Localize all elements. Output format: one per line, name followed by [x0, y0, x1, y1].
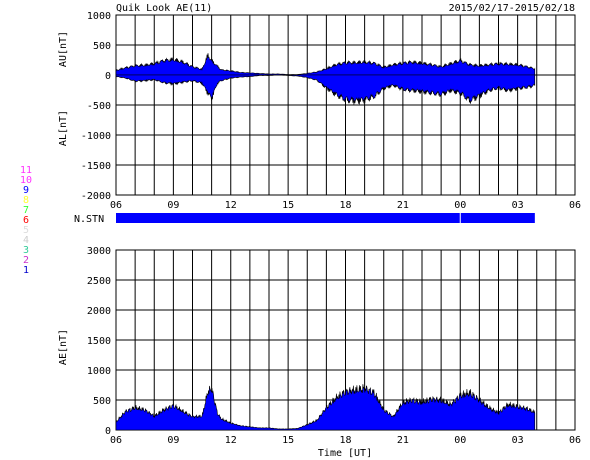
ae-x-tick-label: 06 [110, 435, 122, 446]
au-al-x-tick-label: 18 [339, 200, 351, 211]
au-al-x-tick-label: 12 [225, 200, 237, 211]
au-al-x-tick-label: 09 [167, 200, 179, 211]
au-axis-label: AU[nT] [58, 31, 69, 67]
station-legend-entry: 2 [23, 255, 29, 266]
au-al-y-tick-label: 0 [105, 71, 111, 82]
au-al-x-tick-label: 03 [512, 200, 524, 211]
au-al-y-tick-label: 1000 [87, 11, 111, 22]
ae-x-tick-label: 09 [167, 435, 179, 446]
ae-x-tick-label: 00 [454, 435, 466, 446]
ae-x-tick-label: 21 [397, 435, 409, 446]
ae-x-tick-label: 03 [512, 435, 524, 446]
nstn-label: N.STN [74, 214, 104, 225]
au-al-x-tick-label: 06 [110, 200, 122, 211]
au-series-area [115, 53, 536, 76]
ae-y-ticks: 3000 2500 2000 1500 1000 500 0 [87, 246, 111, 437]
au-al-x-ticks: 06 09 12 15 18 21 00 03 06 [110, 200, 581, 211]
station-legend-entry: 5 [23, 225, 29, 236]
au-al-x-tick-label: 15 [282, 200, 294, 211]
au-al-y-tick-label: -1500 [81, 161, 111, 172]
ae-y-tick-label: 1000 [87, 366, 111, 377]
station-count-fill [116, 213, 535, 223]
ae-y-tick-label: 500 [93, 396, 111, 407]
au-al-series [115, 53, 575, 105]
station-legend-entry: 10 [20, 175, 32, 186]
au-al-y-tick-label: -500 [87, 101, 111, 112]
ae-x-ticks: 06 09 12 15 18 21 00 03 06 [110, 435, 581, 446]
au-al-x-tick-label: 00 [454, 200, 466, 211]
au-al-x-tick-label: 21 [397, 200, 409, 211]
station-legend-entry: 8 [23, 195, 29, 206]
ae-series [115, 384, 536, 431]
station-legend-entry: 7 [23, 205, 29, 216]
au-al-y-tick-label: -1000 [81, 131, 111, 142]
au-al-gridlines [116, 14, 575, 196]
ae-x-tick-label: 12 [225, 435, 237, 446]
station-legend-entry: 6 [23, 215, 29, 226]
al-series-area [115, 74, 536, 105]
ae-axis-label: AE[nT] [58, 329, 69, 365]
au-al-panel: 1000 500 0 -500 -1000 -1500 -2000 06 09 12 15 18 21… [58, 11, 581, 211]
ae-series-area [115, 384, 536, 431]
station-legend-entry: 3 [23, 245, 29, 256]
station-count-bar [116, 213, 535, 223]
ae-y-tick-label: 3000 [87, 246, 111, 257]
x-axis-label: Time [UT] [318, 448, 372, 459]
station-legend-entry: 1 [23, 265, 29, 276]
al-axis-label: AL[nT] [58, 110, 69, 146]
ae-x-tick-label: 18 [339, 435, 351, 446]
au-al-x-tick-label: 06 [569, 200, 581, 211]
ae-x-tick-label: 15 [282, 435, 294, 446]
station-legend-entry: 11 [20, 165, 32, 176]
ae-y-tick-label: 2500 [87, 276, 111, 287]
au-al-y-ticks: 1000 500 0 -500 -1000 -1500 -2000 [81, 11, 111, 202]
date-range: 2015/02/17-2015/02/18 [449, 3, 575, 14]
ae-y-tick-label: 2000 [87, 306, 111, 317]
ae-x-tick-label: 06 [569, 435, 581, 446]
station-legend-entry: 4 [23, 235, 29, 246]
au-al-y-tick-label: -2000 [81, 191, 111, 202]
ae-y-tick-label: 0 [105, 426, 111, 437]
ae-y-tick-label: 1500 [87, 336, 111, 347]
au-al-y-tick-label: 500 [93, 41, 111, 52]
station-legend-entry: 9 [23, 185, 29, 196]
chart-title: Quik Look AE(11) [116, 3, 212, 14]
